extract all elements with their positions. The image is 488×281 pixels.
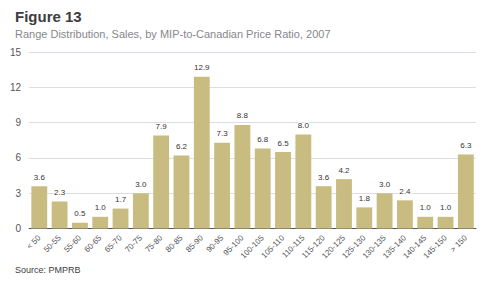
svg-text:70-75: 70-75 bbox=[123, 233, 144, 254]
svg-text:1.0: 1.0 bbox=[420, 203, 432, 212]
svg-text:105-110: 105-110 bbox=[259, 233, 287, 261]
svg-text:100-105: 100-105 bbox=[238, 233, 266, 261]
svg-text:6.2: 6.2 bbox=[176, 142, 188, 151]
svg-text:8.0: 8.0 bbox=[298, 121, 310, 130]
svg-text:15: 15 bbox=[10, 47, 22, 58]
svg-text:< 50: < 50 bbox=[25, 233, 43, 251]
svg-text:3.6: 3.6 bbox=[34, 173, 46, 182]
svg-text:12: 12 bbox=[10, 82, 22, 93]
svg-text:3: 3 bbox=[16, 188, 22, 199]
svg-text:7.3: 7.3 bbox=[217, 129, 229, 138]
svg-text:55-60: 55-60 bbox=[62, 233, 83, 254]
svg-text:12.9: 12.9 bbox=[194, 63, 210, 72]
svg-text:130-135: 130-135 bbox=[360, 233, 388, 261]
svg-text:Range Distribution, Sales, by: Range Distribution, Sales, by MIP-to-Can… bbox=[15, 28, 331, 40]
svg-text:0: 0 bbox=[16, 223, 22, 234]
svg-text:8.8: 8.8 bbox=[237, 111, 249, 120]
svg-text:3.6: 3.6 bbox=[318, 173, 330, 182]
svg-text:4.2: 4.2 bbox=[338, 166, 350, 175]
svg-text:2.3: 2.3 bbox=[54, 188, 66, 197]
svg-text:95-100: 95-100 bbox=[221, 233, 246, 258]
svg-text:65-70: 65-70 bbox=[103, 233, 124, 254]
svg-text:60-65: 60-65 bbox=[83, 233, 104, 254]
svg-text:6: 6 bbox=[16, 152, 22, 163]
svg-text:140-145: 140-145 bbox=[401, 233, 429, 261]
svg-text:50-55: 50-55 bbox=[42, 233, 63, 254]
svg-text:> 150: > 150 bbox=[448, 233, 469, 254]
svg-text:115-120: 115-120 bbox=[300, 233, 327, 261]
svg-text:9: 9 bbox=[16, 117, 22, 128]
svg-text:0.5: 0.5 bbox=[74, 209, 86, 218]
svg-text:6.8: 6.8 bbox=[257, 135, 269, 144]
svg-text:80-85: 80-85 bbox=[164, 233, 185, 254]
svg-text:120-125: 120-125 bbox=[320, 233, 348, 261]
svg-text:1.0: 1.0 bbox=[95, 203, 107, 212]
svg-text:1.0: 1.0 bbox=[440, 203, 452, 212]
svg-text:1.8: 1.8 bbox=[359, 194, 371, 203]
svg-text:3.0: 3.0 bbox=[135, 180, 147, 189]
svg-text:1.7: 1.7 bbox=[115, 195, 127, 204]
svg-text:85-90: 85-90 bbox=[184, 233, 205, 254]
svg-text:125-130: 125-130 bbox=[340, 233, 368, 261]
svg-text:110-115: 110-115 bbox=[280, 233, 307, 260]
svg-text:145-150: 145-150 bbox=[422, 233, 449, 260]
svg-text:75-80: 75-80 bbox=[144, 233, 165, 254]
svg-text:2.4: 2.4 bbox=[399, 187, 411, 196]
svg-text:135-140: 135-140 bbox=[381, 233, 409, 261]
svg-text:3.0: 3.0 bbox=[379, 180, 391, 189]
svg-text:Figure 13: Figure 13 bbox=[15, 8, 82, 25]
svg-text:6.3: 6.3 bbox=[460, 141, 472, 150]
svg-text:6.5: 6.5 bbox=[277, 139, 289, 148]
svg-text:90-95: 90-95 bbox=[204, 233, 226, 255]
svg-text:Source: PMPRB: Source: PMPRB bbox=[15, 265, 81, 275]
svg-text:7.9: 7.9 bbox=[156, 122, 168, 131]
